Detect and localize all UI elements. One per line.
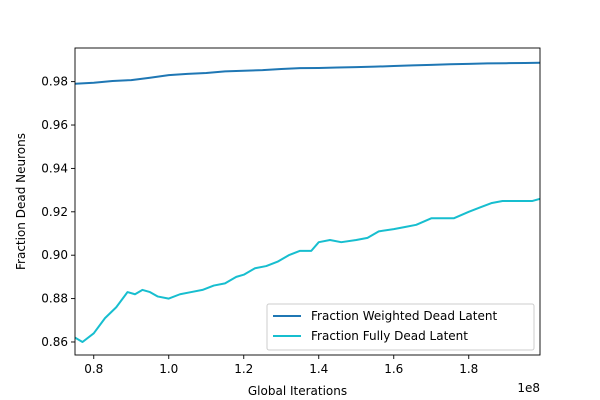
- y-tick-label: 0.88: [41, 292, 68, 306]
- y-tick-label: 0.94: [41, 161, 68, 175]
- legend-box: [266, 303, 535, 351]
- x-tick-label: 1.2: [234, 362, 253, 376]
- y-tick-label: 0.98: [41, 75, 68, 89]
- legend-entry-1: Fraction Weighted Dead Latent: [311, 309, 497, 323]
- x-axis-label: Global Iterations: [248, 384, 347, 398]
- series-line-2: [75, 197, 540, 343]
- y-tick-label: 0.90: [41, 248, 68, 262]
- x-tick-label: 1.6: [384, 362, 403, 376]
- series-line-1: [75, 61, 540, 85]
- x-tick-label: 1.4: [309, 362, 328, 376]
- y-tick-label: 0.92: [41, 205, 68, 219]
- x-tick-label: 1.0: [159, 362, 178, 376]
- y-tick-label: 0.96: [41, 118, 68, 132]
- axes-frame: [74, 47, 541, 356]
- legend-entry-2: Fraction Fully Dead Latent: [311, 329, 468, 343]
- y-axis-label: Fraction Dead Neurons: [14, 133, 28, 270]
- x-axis-offset-label: 1e8: [517, 381, 540, 395]
- axes: 0.8 1.0 1.2 1.4 1.6 1.8 0.86 0.88 0.90 0.92 0.94 0.…: [41, 47, 541, 376]
- y-tick-label: 0.86: [41, 335, 68, 349]
- x-tick-label: 0.8: [84, 362, 103, 376]
- legend: Fraction Weighted Dead Latent Fraction Fu…: [266, 303, 535, 351]
- plot-area: [75, 61, 540, 343]
- x-tick-label: 1.8: [459, 362, 478, 376]
